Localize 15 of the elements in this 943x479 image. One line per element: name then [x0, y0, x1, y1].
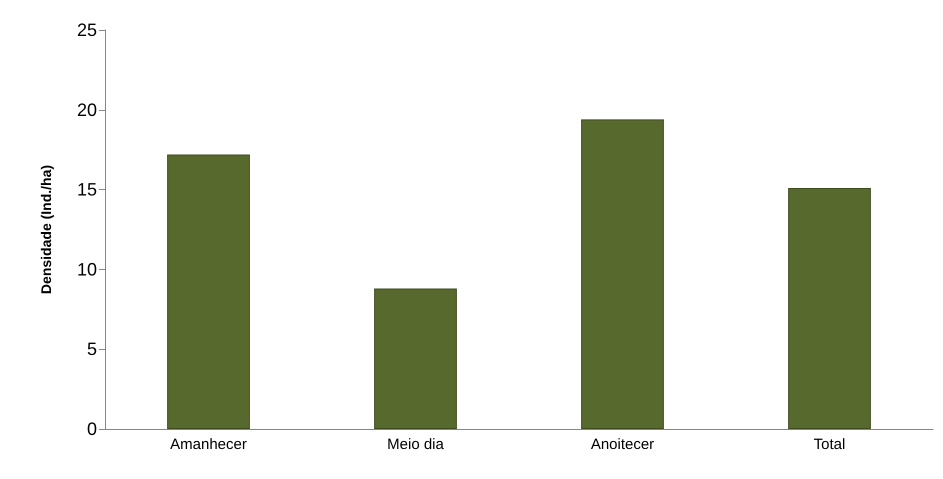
bar — [167, 154, 250, 429]
y-tick-label: 5 — [86, 339, 97, 360]
y-tick-label: 25 — [76, 20, 97, 40]
x-tick-label: Anoitecer — [590, 436, 654, 453]
bar — [581, 119, 664, 429]
y-tick-label: 20 — [76, 100, 97, 120]
x-tick-label: Meio dia — [387, 436, 445, 453]
y-tick-label: 10 — [76, 259, 97, 280]
y-axis-title: Densidade (Ind./ha) — [38, 164, 54, 294]
bar — [788, 188, 871, 429]
y-tick-label: 15 — [76, 180, 97, 200]
x-tick-label: Total — [814, 436, 846, 453]
bar — [374, 288, 457, 429]
y-tick-label: 0 — [86, 419, 97, 439]
x-tick-label: Amanhecer — [170, 436, 247, 453]
